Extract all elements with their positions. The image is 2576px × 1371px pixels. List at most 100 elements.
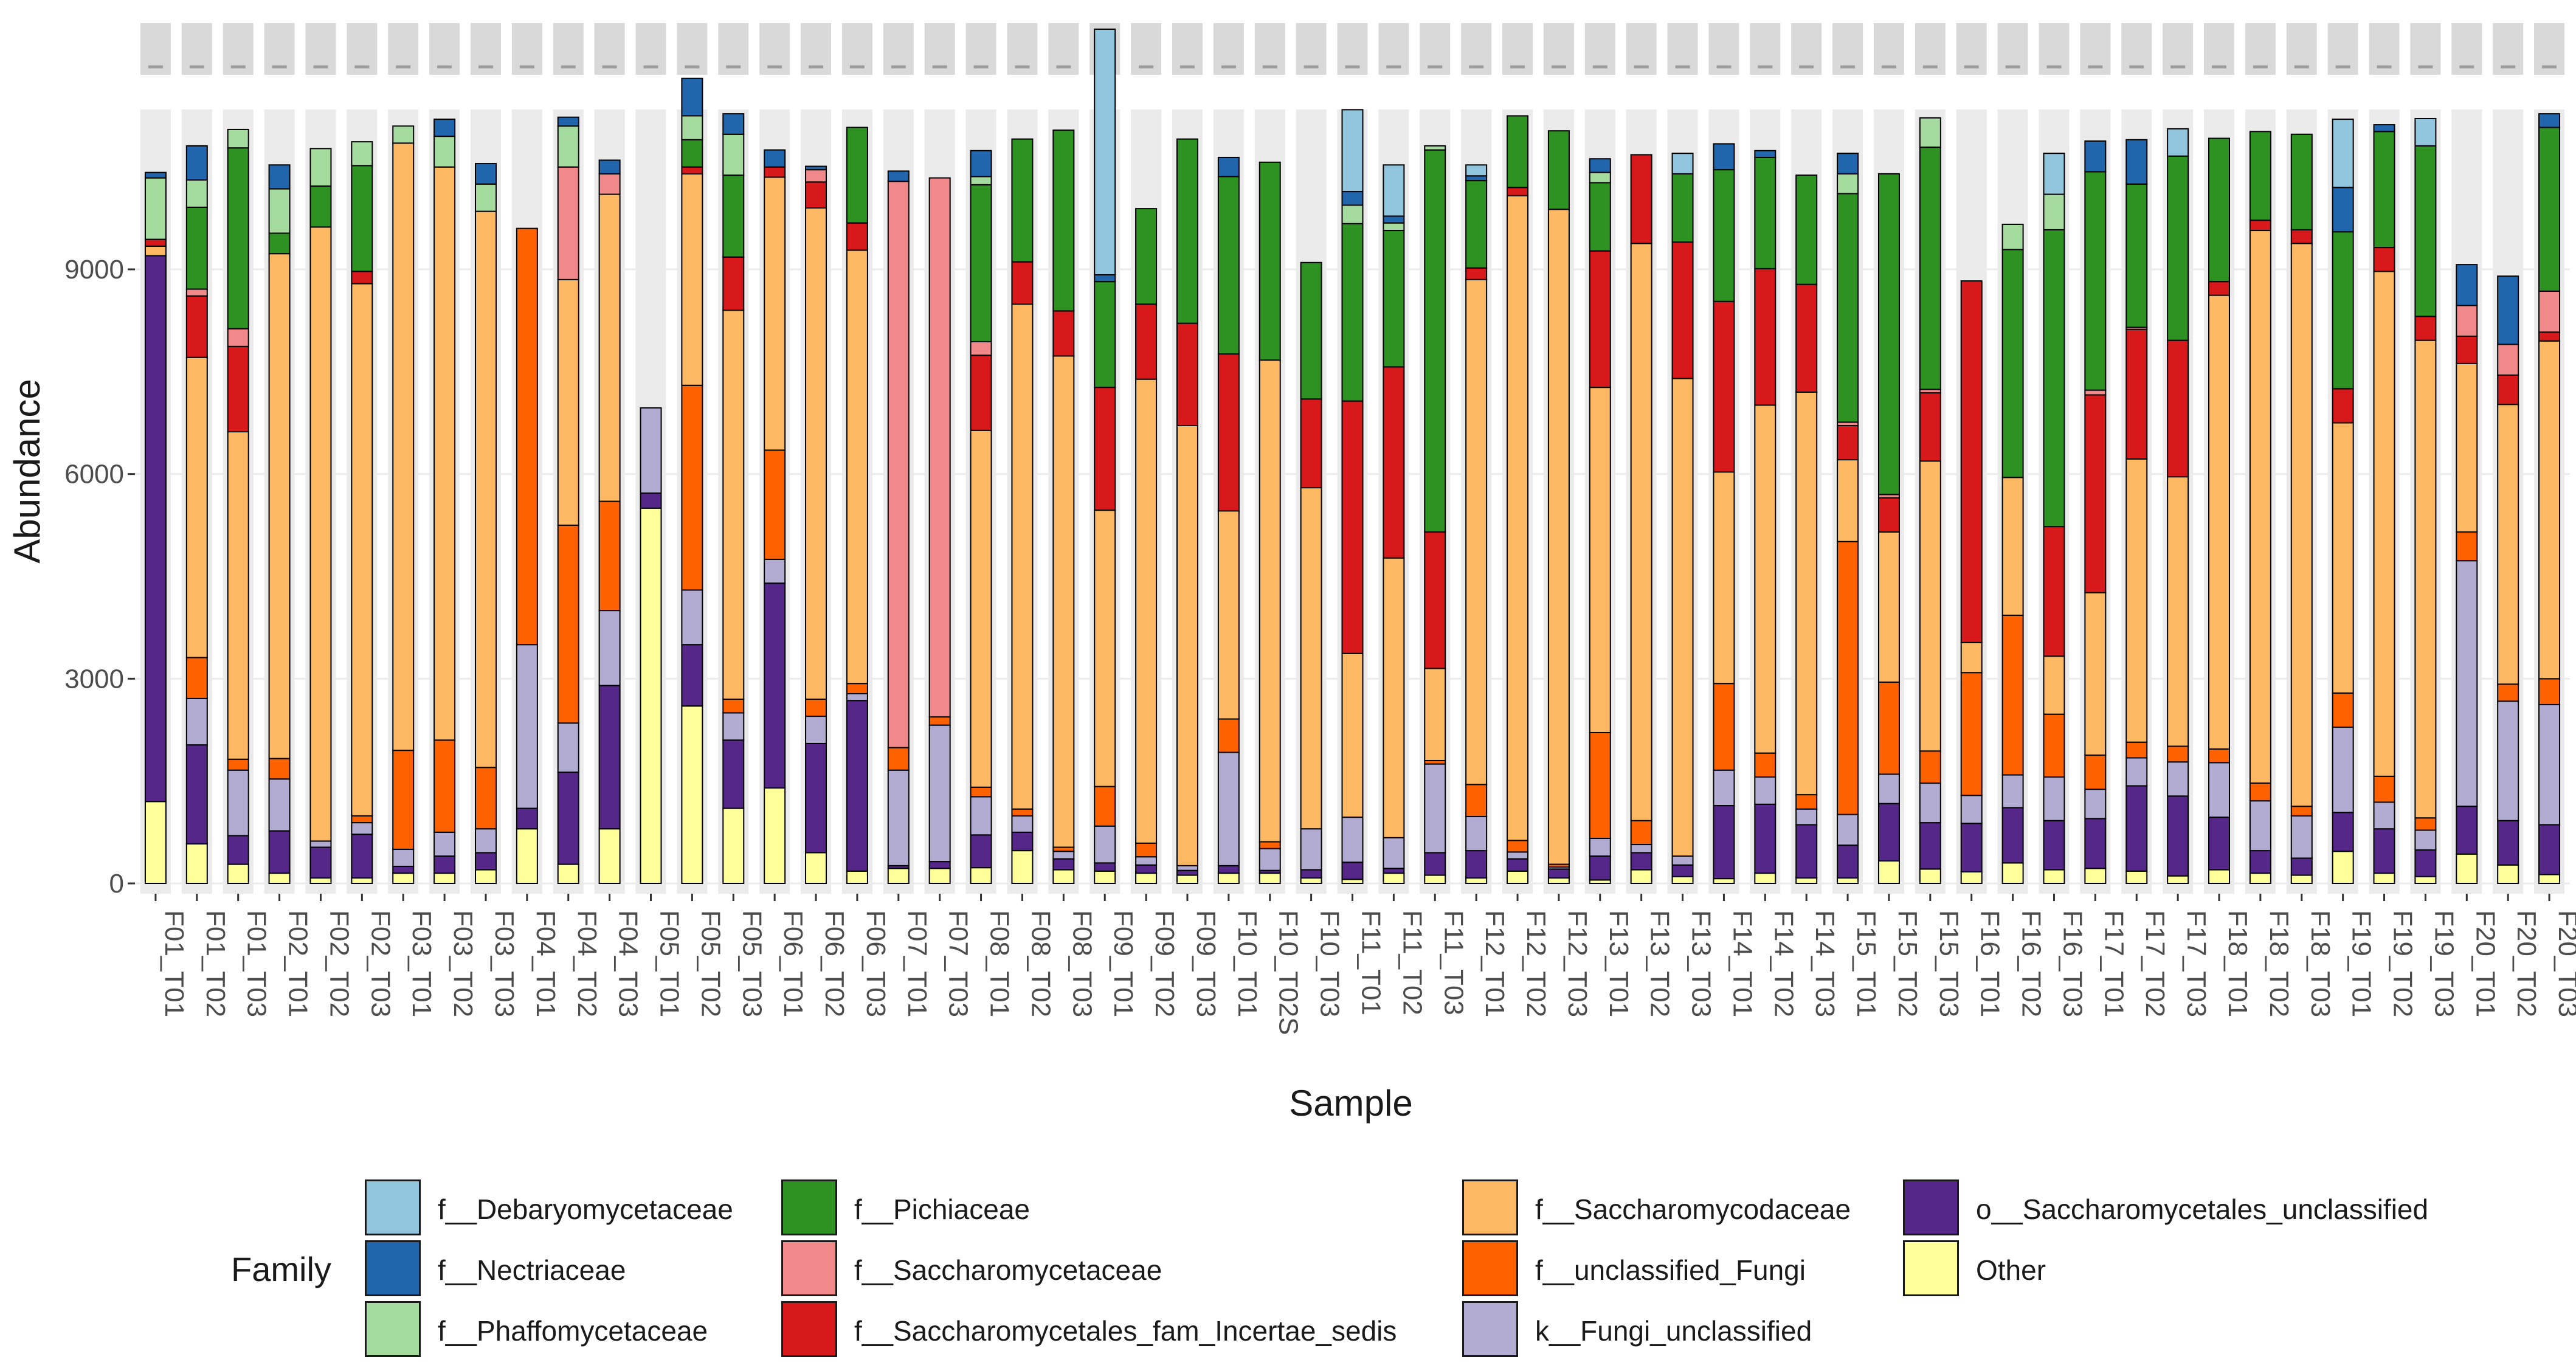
stacked-bar-chart: 0 3000 6000 9000 F01_T01 F01_T02 F01_T03 F02_T… (7, 23, 2576, 1124)
bar-segment (1960, 280, 1983, 643)
bar-segment (1837, 173, 1859, 195)
bar-stack (309, 148, 332, 884)
bar-segment (598, 193, 621, 502)
bar-segment (970, 796, 992, 836)
bar-segment (1713, 878, 1735, 884)
bar-segment (2043, 526, 2065, 657)
bar-stack (970, 150, 992, 884)
bar-segment (2084, 755, 2107, 790)
bar-stack (1341, 109, 1364, 885)
bar-segment (2497, 820, 2519, 866)
bar-stack (1547, 130, 1570, 884)
bar-stack (2043, 153, 2065, 884)
x-tick-label: F08_T03 (1067, 910, 1097, 1017)
bar-stack (1052, 130, 1075, 884)
bar-segment (2001, 614, 2024, 776)
bar-segment (1300, 398, 1322, 489)
bar-segment (1465, 164, 1488, 177)
bar-segment (2497, 683, 2519, 702)
x-tick-label: F05_T03 (737, 910, 767, 1017)
bar-segment (1094, 870, 1116, 885)
bar-segment (1507, 840, 1529, 853)
bar-segment (2084, 140, 2107, 173)
bar-segment (268, 778, 291, 832)
x-tick-label: F10_T01 (1232, 910, 1262, 1017)
bar-segment (1877, 681, 1900, 775)
bar-segment (1341, 204, 1364, 224)
bar-segment (1837, 153, 1859, 174)
bar-segment (970, 429, 992, 788)
x-tick-label: F06_T02 (820, 910, 849, 1017)
bar-stack (1259, 161, 1281, 884)
legend-key-swatch (1903, 1240, 1959, 1296)
bar-stack (887, 170, 910, 885)
bar-segment (2414, 875, 2437, 885)
bar-segment (1713, 143, 1735, 171)
bar-segment (1259, 359, 1281, 843)
x-tick-label: F12_T03 (1563, 910, 1592, 1017)
bar-segment (1713, 683, 1735, 771)
bar-segment (557, 166, 579, 280)
bar-segment (2290, 806, 2313, 817)
bar-segment (185, 145, 208, 181)
bar-segment (351, 822, 373, 835)
bar-segment (392, 750, 415, 850)
bar-segment (2208, 869, 2231, 884)
x-tick-label: F17_T03 (2181, 910, 2211, 1017)
bar-segment (1960, 672, 1983, 796)
bar-segment (2043, 869, 2065, 884)
bar-stack (2538, 113, 2561, 885)
bar-segment (1589, 182, 1611, 252)
bar-segment (392, 865, 415, 874)
bar-segment (1094, 387, 1116, 511)
bar-stack (1507, 115, 1529, 885)
bar-segment (1217, 176, 1240, 355)
bar-segment (1837, 540, 1859, 815)
bar-segment (1259, 848, 1281, 871)
bar-segment (2538, 678, 2561, 705)
bar-segment (2538, 703, 2561, 826)
bar-segment (1217, 718, 1240, 753)
bar-segment (1341, 879, 1364, 885)
bar-segment (1135, 864, 1158, 874)
bar-segment (1341, 400, 1364, 654)
bar-segment (2208, 137, 2231, 283)
bar-segment (1589, 158, 1611, 173)
bar-segment (1507, 870, 1529, 885)
x-tick-label: F16_T02 (2017, 910, 2046, 1017)
x-tick-label: F18_T02 (2264, 910, 2294, 1017)
bar-segment (309, 148, 332, 187)
bar-segment (1630, 820, 1652, 846)
bar-segment (640, 492, 662, 509)
x-tick-label: F01_T01 (159, 910, 189, 1017)
bar-segment (2538, 824, 2561, 875)
bar-segment (1671, 378, 1694, 857)
bar-segment (1217, 510, 1240, 720)
x-tick-label: F16_T01 (1975, 910, 2005, 1017)
bar-segment (392, 125, 415, 144)
bar-segment (2373, 775, 2395, 803)
bar-segment (227, 128, 249, 149)
bar-segment (2497, 374, 2519, 406)
bar-segment (681, 384, 703, 591)
y-tick-label: 6000 (64, 460, 124, 489)
bar-segment (846, 693, 868, 702)
bar-segment (144, 171, 167, 179)
bar-segment (1465, 267, 1488, 280)
legend-key-swatch (365, 1301, 421, 1357)
bar-segment (1547, 130, 1570, 210)
bar-segment (185, 288, 208, 297)
bar-segment (764, 166, 786, 178)
x-tick-label: F03_T02 (448, 910, 478, 1017)
bar-segment (1713, 769, 1735, 807)
x-tick-label: F02_T02 (324, 910, 354, 1017)
bar-stack (433, 119, 456, 884)
bar-segment (764, 582, 786, 789)
bar-segment (2125, 870, 2148, 885)
bar-segment (516, 828, 538, 884)
bar-segment (185, 179, 208, 208)
bar-segment (474, 163, 497, 185)
bar-segment (351, 877, 373, 884)
bar-segment (1507, 858, 1529, 872)
bar-segment (970, 786, 992, 798)
